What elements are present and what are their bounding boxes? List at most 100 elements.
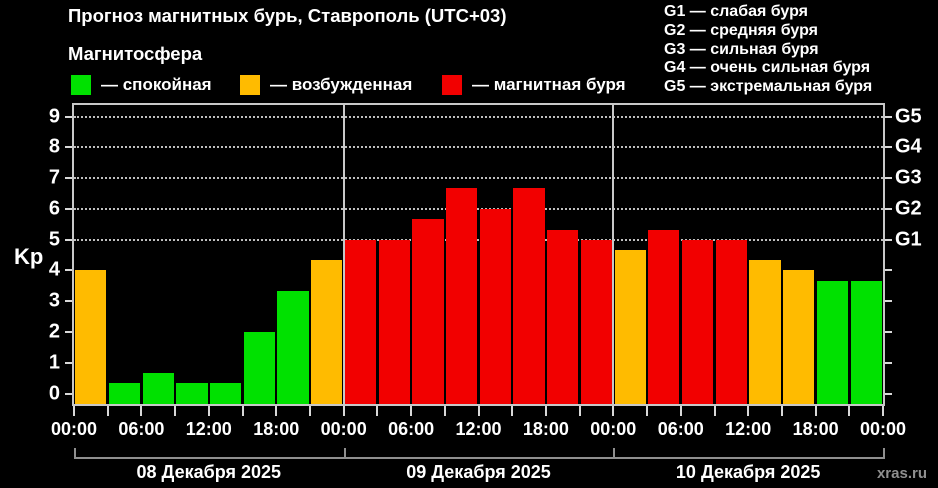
x-axis-tick: [410, 406, 413, 416]
kp-bar: [412, 219, 444, 404]
kp-bar: [210, 383, 242, 404]
x-axis-tick: [73, 406, 75, 416]
x-tick-label: 00:00: [590, 419, 637, 439]
y-axis-tick: [65, 361, 72, 364]
y-axis-title: Kp: [14, 244, 44, 269]
g4-legend-line: G4 — очень сильная буря: [664, 59, 871, 77]
kp-bar: [479, 208, 511, 404]
kp-bar: [715, 239, 747, 404]
y-axis-tick: [65, 146, 72, 149]
kp-bar: [614, 249, 646, 404]
y-tick-label: 7: [48, 166, 60, 189]
legend-item-label: — спокойная: [101, 74, 212, 94]
kp-bar: [75, 270, 107, 404]
y-axis-tick: [65, 207, 72, 210]
right-axis-tick: [885, 115, 892, 118]
g-axis-label: G3: [895, 166, 922, 189]
excited-color-swatch: [240, 74, 260, 95]
x-axis-tick: [140, 406, 143, 416]
kp-bar: [513, 188, 545, 404]
day-separator: [612, 105, 615, 404]
kp-bar: [243, 331, 275, 404]
plot-area: 0 1 2 3 4 5 6 7 8 9 G1 G2 G3 G4 G5 00:00 06:00 12:00 18:00…: [49, 103, 922, 439]
watermark-link[interactable]: xras.ru: [876, 465, 927, 482]
page-title: Прогноз магнитных бурь, Ставрополь (UTC+…: [68, 5, 507, 26]
x-axis-tick: [207, 406, 210, 416]
date-label: 08 Декабря 2025: [136, 462, 282, 482]
kp-bar: [176, 383, 208, 404]
magnetosphere-label: Магнитосфера: [68, 43, 203, 64]
y-tick-label: 4: [48, 258, 60, 281]
x-axis-tick: [511, 406, 514, 416]
date-axis-line: [74, 457, 885, 459]
x-axis-tick: [106, 406, 109, 416]
g1-legend-line: G1 — слабая буря: [664, 3, 809, 20]
grid-line-kp8: [74, 146, 883, 149]
x-tick-label: 06:00: [657, 419, 704, 439]
x-axis-tick: [612, 406, 615, 416]
kp-bar: [446, 188, 478, 404]
x-axis-tick: [309, 406, 311, 416]
legend-item-label: — возбужденная: [270, 74, 413, 94]
grid-line-kp7: [74, 177, 883, 180]
grid-line-kp6: [74, 207, 883, 210]
kp-bar: [850, 280, 882, 404]
y-axis-tick: [65, 177, 72, 180]
kp-bar: [580, 239, 613, 404]
right-axis-tick: [885, 238, 892, 241]
grid-line-kp9: [74, 115, 883, 118]
grid-line-kp5: [74, 238, 883, 241]
x-axis-tick: [477, 406, 480, 416]
legend-item-label: — магнитная буря: [472, 74, 626, 94]
x-axis-tick: [275, 406, 278, 416]
x-tick-label: 18:00: [522, 419, 569, 439]
y-tick-label: 1: [48, 351, 60, 374]
g3-legend-line: G3 — сильная буря: [664, 40, 819, 58]
x-axis-tick: [780, 406, 783, 416]
x-tick-label: 18:00: [253, 419, 300, 439]
date-label: 10 Декабря 2025: [675, 462, 821, 482]
date-axis-tick: [74, 448, 76, 457]
date-label: 09 Декабря 2025: [406, 462, 551, 482]
kp-bar: [344, 239, 377, 404]
y-axis-tick: [65, 269, 72, 272]
g-axis-label: G5: [895, 105, 922, 127]
x-axis-tick: [882, 406, 884, 416]
y-tick-label: 6: [48, 197, 60, 220]
right-axis-tick: [885, 269, 892, 272]
g-scale-legend: G1 — слабая буря G2 — средняя буря G3 — …: [664, 3, 872, 97]
x-axis-tick: [241, 406, 244, 416]
y-tick-label: 8: [48, 135, 60, 158]
y-tick-label: 9: [48, 105, 60, 127]
g2-legend-line: G2 — средняя буря: [664, 21, 818, 39]
y-tick-label: 5: [48, 228, 60, 251]
x-tick-label: 12:00: [725, 419, 772, 439]
g-axis-label: G2: [895, 197, 922, 220]
kp-bar: [749, 260, 781, 404]
y-tick-label: 2: [48, 320, 60, 343]
kp-bar: [783, 270, 815, 404]
right-axis-tick: [885, 392, 892, 395]
y-axis-tick: [65, 300, 72, 303]
x-axis-tick: [376, 406, 379, 416]
x-tick-label: 00:00: [50, 419, 98, 439]
right-axis-tick: [885, 177, 892, 180]
g-axis-label: G1: [895, 228, 922, 251]
x-tick-label: 00:00: [320, 419, 367, 439]
x-axis-tick: [747, 406, 750, 416]
x-tick-label: 00:00: [859, 419, 907, 439]
x-axis-tick: [443, 406, 446, 416]
kp-bar: [277, 291, 309, 404]
x-axis-tick: [848, 406, 851, 416]
x-axis-tick: [342, 406, 345, 416]
date-axis-tick: [343, 448, 346, 457]
x-tick-label: 12:00: [185, 419, 232, 439]
legend-item-excited: — возбужденная: [240, 74, 412, 95]
kp-bar: [142, 372, 174, 404]
day-separator: [342, 105, 345, 404]
x-axis-tick: [174, 406, 177, 416]
right-axis-tick: [885, 300, 892, 303]
x-tick-label: 06:00: [118, 419, 165, 439]
legend-item-quiet: — спокойная: [71, 74, 212, 95]
